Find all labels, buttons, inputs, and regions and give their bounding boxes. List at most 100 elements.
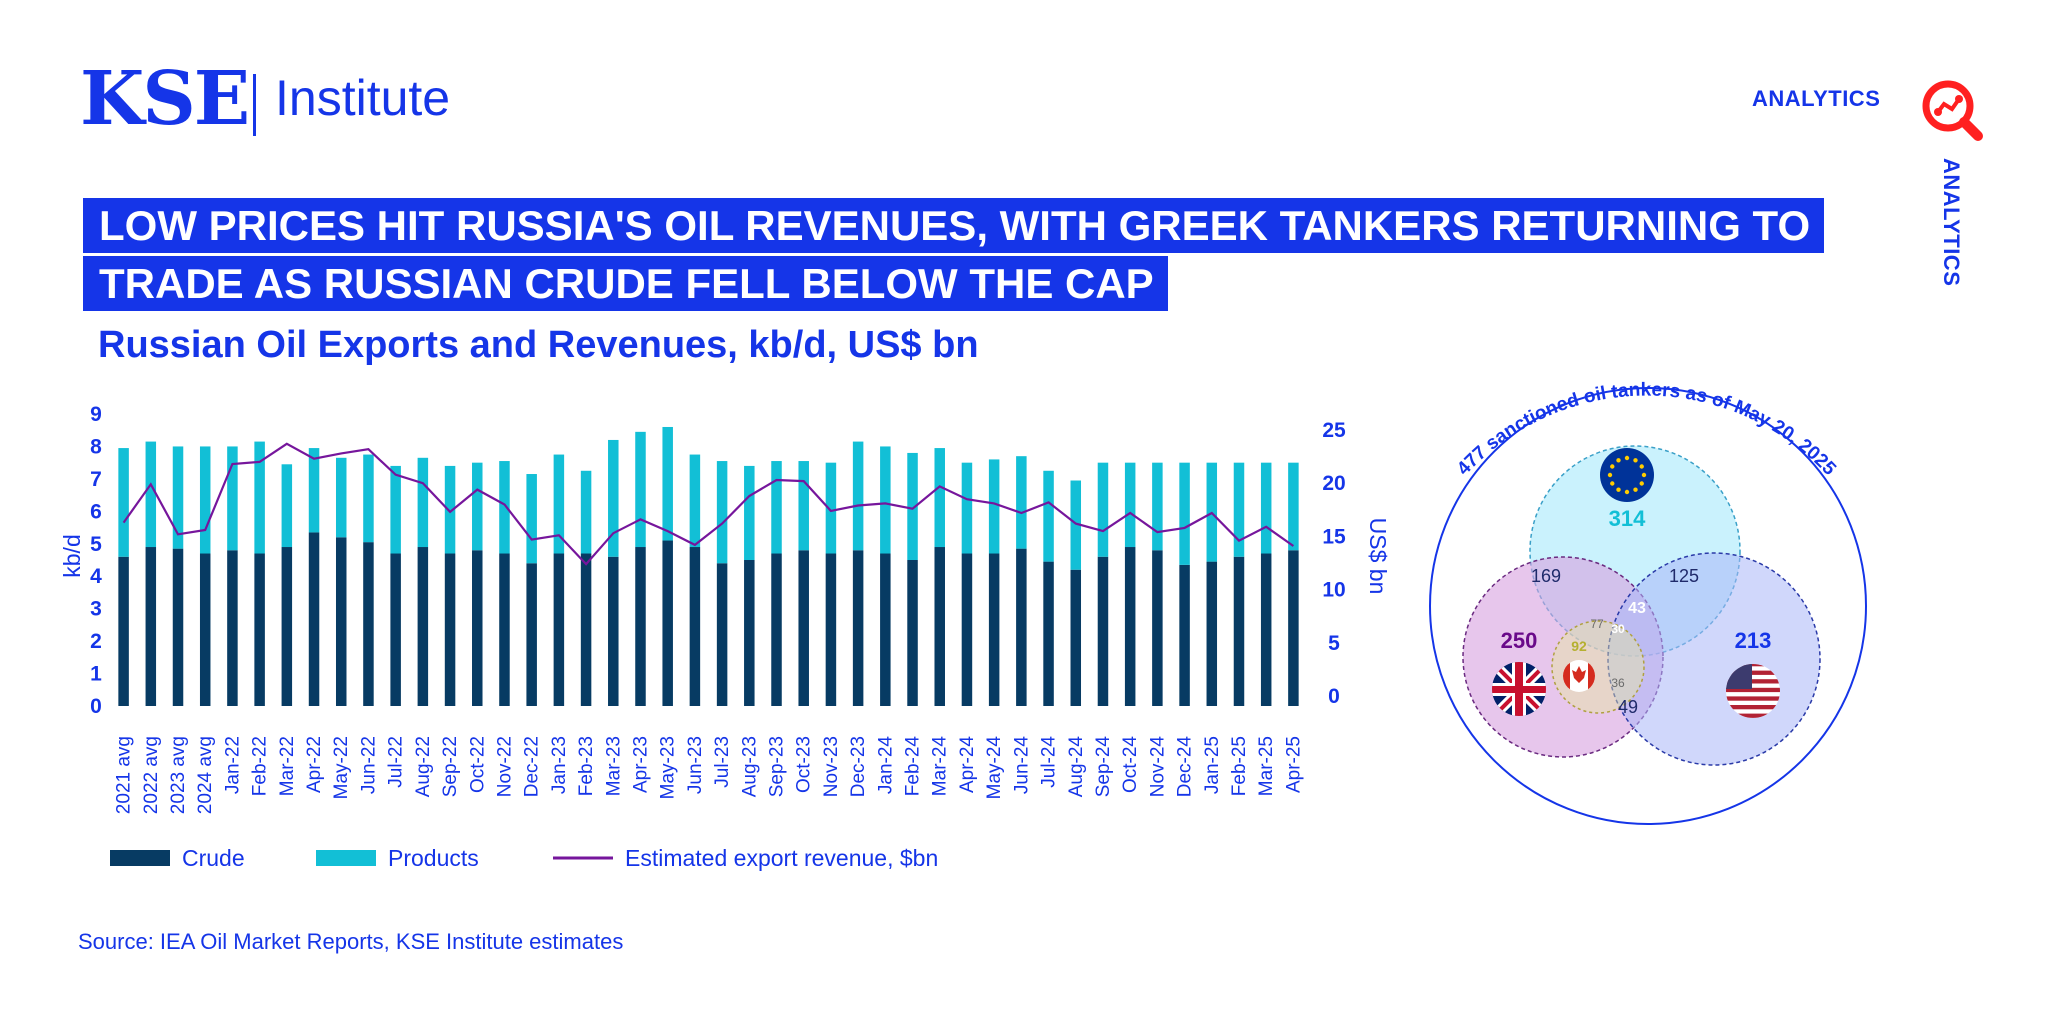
x-axis-labels: 2021 avg 2022 avg 2023 avg 2024 avg Jan-22 Fe…	[114, 736, 1305, 815]
x-tick-label: May-24	[984, 736, 1005, 800]
y2-tick-label: 25	[1322, 419, 1346, 442]
x-tick-label: Jan-25	[1202, 736, 1223, 794]
bar-products	[1288, 462, 1299, 551]
bar-crude	[526, 563, 537, 706]
bar-products	[988, 459, 1000, 554]
bar-crude	[499, 553, 510, 706]
x-tick-label: Feb-23	[576, 736, 597, 796]
bar-products	[1179, 462, 1190, 565]
legend-label-products: Products	[388, 845, 479, 871]
legend-swatch-crude	[110, 850, 170, 866]
bar-crude	[390, 553, 401, 706]
bar-crude	[472, 550, 483, 706]
venn-eu-uk-us-value: 43	[1628, 600, 1646, 617]
bar-crude	[608, 556, 619, 706]
y-tick-label: 7	[90, 468, 102, 491]
bar-products	[961, 462, 973, 554]
bar-crude	[1070, 569, 1082, 706]
logo-institute-text: Institute	[275, 70, 451, 126]
x-tick-label: 2023 avg	[168, 736, 189, 814]
venn-canada-value: 92	[1571, 638, 1587, 654]
bar-crude	[145, 547, 157, 706]
x-tick-label: Nov-23	[821, 736, 842, 797]
bar-crude	[417, 547, 429, 706]
us-stripe	[1726, 705, 1780, 710]
bar-crude	[635, 547, 646, 706]
bar-products	[472, 462, 483, 551]
bar-crude	[553, 553, 565, 706]
bar-products	[254, 441, 265, 554]
bar-products	[635, 431, 646, 548]
bar-products	[662, 426, 673, 541]
bar-crude	[308, 532, 320, 706]
eu-star	[1624, 455, 1630, 461]
legend: Crude Products Estimated export revenue,…	[110, 845, 938, 871]
analytics-vertical-label: ANALYTICS	[1939, 158, 1964, 287]
x-tick-label: May-23	[658, 736, 679, 799]
eu-star	[1633, 458, 1638, 463]
x-tick-label: Mar-22	[277, 736, 298, 796]
x-tick-label: May-22	[331, 736, 352, 799]
x-tick-label: Mar-25	[1256, 736, 1277, 796]
bar-products	[363, 454, 374, 543]
venn-uk-us-ca-value: 36	[1611, 676, 1625, 690]
bar-products	[771, 461, 782, 554]
kse-logo: KSE	[80, 56, 250, 142]
x-tick-label: 2021 avg	[114, 736, 135, 814]
y2-tick-label: 15	[1322, 525, 1346, 548]
x-tick-label: Jan-23	[549, 736, 570, 794]
bar-products	[172, 446, 184, 549]
bar-crude	[1097, 556, 1109, 706]
x-tick-label: Oct-23	[794, 736, 815, 793]
y-tick-label: 3	[90, 598, 102, 621]
revenue-line	[122, 442, 1295, 566]
bar-crude	[172, 548, 184, 706]
us-stripe	[1726, 687, 1780, 693]
bar-products	[335, 457, 347, 538]
x-tick-label: Apr-25	[1283, 736, 1304, 793]
x-tick-label: Apr-22	[304, 736, 325, 793]
legend-label-crude: Crude	[182, 845, 245, 871]
bar-crude	[118, 556, 129, 706]
x-tick-label: Sep-23	[767, 736, 788, 797]
logo-divider	[253, 74, 256, 136]
x-tick-label: Mar-23	[603, 736, 624, 796]
venn-outer-circle	[1429, 387, 1867, 825]
legend-swatch-products	[316, 850, 376, 866]
y2-tick-label: 5	[1328, 632, 1340, 655]
bar-products	[1043, 470, 1054, 562]
bar-products	[608, 439, 619, 557]
source-note: Source: IEA Oil Market Reports, KSE Inst…	[78, 929, 624, 954]
y2-tick-label: 0	[1328, 685, 1340, 708]
bar-crude	[444, 553, 456, 706]
bar-crude	[199, 553, 211, 706]
x-tick-label: Nov-22	[494, 736, 515, 797]
bar-crude	[988, 553, 1000, 706]
bar-products	[553, 454, 565, 554]
bar-crude	[1043, 561, 1054, 706]
bar-products	[716, 461, 728, 564]
eu-flag-icon	[1600, 448, 1654, 502]
x-tick-label: Apr-23	[630, 736, 651, 793]
eu-star	[1641, 472, 1647, 478]
eu-star	[1639, 464, 1644, 469]
analytics-label: ANALYTICS	[1752, 86, 1881, 111]
x-tick-label: Feb-25	[1229, 736, 1250, 796]
y-tick-label: 9	[90, 403, 102, 426]
bar-products	[1260, 462, 1272, 554]
venn-eu-value: 314	[1609, 506, 1646, 531]
bar-products	[744, 465, 755, 560]
bar-crude	[1206, 561, 1218, 706]
us-stripe	[1726, 670, 1780, 675]
bar-crude	[744, 560, 755, 706]
bar-crude	[934, 547, 945, 706]
y-tick-label: 2	[90, 630, 102, 653]
y2-tick-label: 20	[1322, 472, 1345, 495]
legend-label-revenue: Estimated export revenue, $bn	[625, 845, 938, 871]
venn-uk-us-value: 49	[1618, 697, 1638, 717]
bar-crude	[825, 553, 837, 706]
y2-axis-label: US$ bn	[1365, 518, 1391, 595]
x-tick-label: Sep-24	[1093, 736, 1114, 798]
bar-crude	[961, 553, 973, 706]
